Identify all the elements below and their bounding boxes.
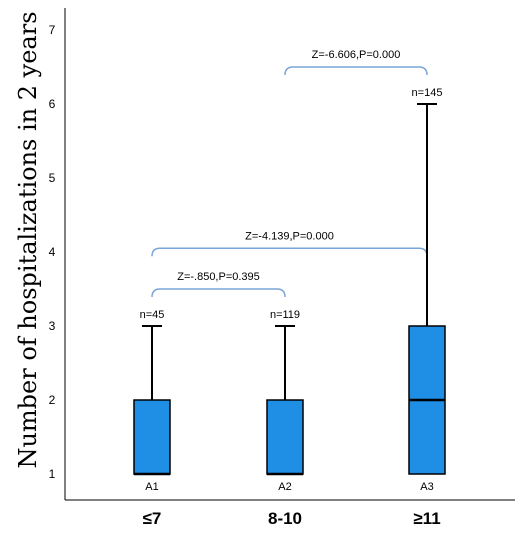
comparison-bracket: Z=-4.139,P=0.000 [151,230,428,257]
n-label: n=45 [140,309,165,321]
box-group: n=45 A1 [133,309,171,493]
box [133,399,171,475]
box-label: A1 [145,481,158,493]
y-tick-label: 7 [49,23,56,37]
comparison-label: Z=-6.606,P=0.000 [312,49,401,61]
comparison-label: Z=-.850,P=0.395 [177,271,260,283]
x-tick-label: 8-10 [268,509,302,528]
y-tick-label: 2 [49,393,56,407]
y-tick-label: 6 [49,97,56,111]
x-tick-label: ≤7 [143,509,162,528]
comparison-bracket: Z=-6.606,P=0.000 [284,49,428,76]
y-axis-ticks: 1 2 3 4 5 6 7 [49,23,56,481]
box-label: A3 [420,481,433,493]
bracket-line [284,66,428,76]
y-tick-label: 4 [49,245,56,259]
x-tick-label: ≥11 [413,509,440,528]
box-group: n=145 A3 [408,87,446,493]
y-tick-label: 3 [49,319,56,333]
y-axis-label: Number of hospitalizations in 2 years [14,11,42,468]
bracket-line [151,288,286,298]
n-label: n=145 [412,87,443,99]
axes [64,8,515,501]
y-tick-label: 1 [49,467,56,481]
comparison-bracket: Z=-.850,P=0.395 [151,271,286,298]
comparison-label: Z=-4.139,P=0.000 [245,230,334,242]
n-label: n=119 [270,309,300,321]
x-axis-ticks: ≤7 8-10 ≥11 [143,509,441,528]
bracket-line [151,247,428,257]
box [266,399,304,475]
boxes: n=45 A1 n=119 A2 n=145 A3 [133,87,446,493]
y-tick-label: 5 [49,171,56,185]
box-group: n=119 A2 [266,309,304,493]
comparison-brackets: Z=-.850,P=0.395 Z=-4.139,P=0.000 Z=-6.606,… [151,49,428,298]
box-label: A2 [278,481,291,493]
